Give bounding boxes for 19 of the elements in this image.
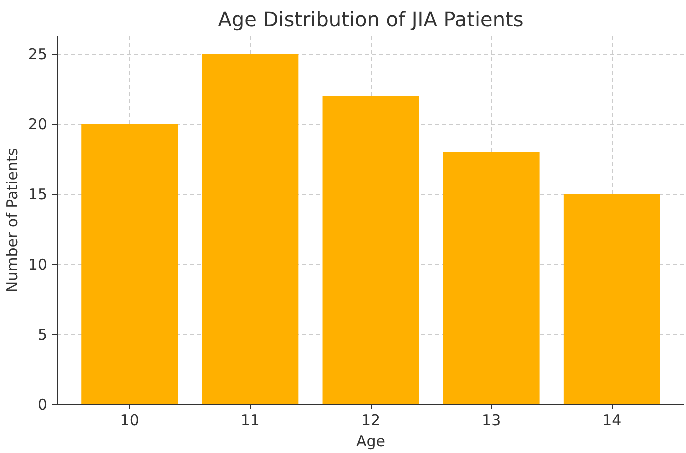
bar (202, 54, 299, 404)
y-tick-label: 15 (28, 186, 48, 204)
x-axis-title: Age (356, 432, 386, 450)
y-tick-label: 25 (28, 46, 48, 64)
bar (322, 96, 420, 404)
x-tick-label: 11 (240, 412, 260, 430)
y-tick-label: 10 (28, 256, 48, 274)
x-tick-label: 14 (602, 412, 622, 430)
y-axis-title: Number of Patients (3, 148, 22, 293)
y-tick-label: 5 (38, 326, 48, 344)
x-tick-label: 10 (120, 412, 140, 430)
bar (82, 124, 178, 404)
x-tick-label: 13 (482, 412, 502, 430)
y-tick-label: 0 (38, 396, 48, 414)
x-tick-label: 12 (361, 412, 381, 430)
y-tick-label: 20 (28, 116, 48, 134)
chart-title: Age Distribution of JIA Patients (218, 8, 524, 32)
bar (564, 194, 660, 404)
bar (443, 152, 540, 404)
